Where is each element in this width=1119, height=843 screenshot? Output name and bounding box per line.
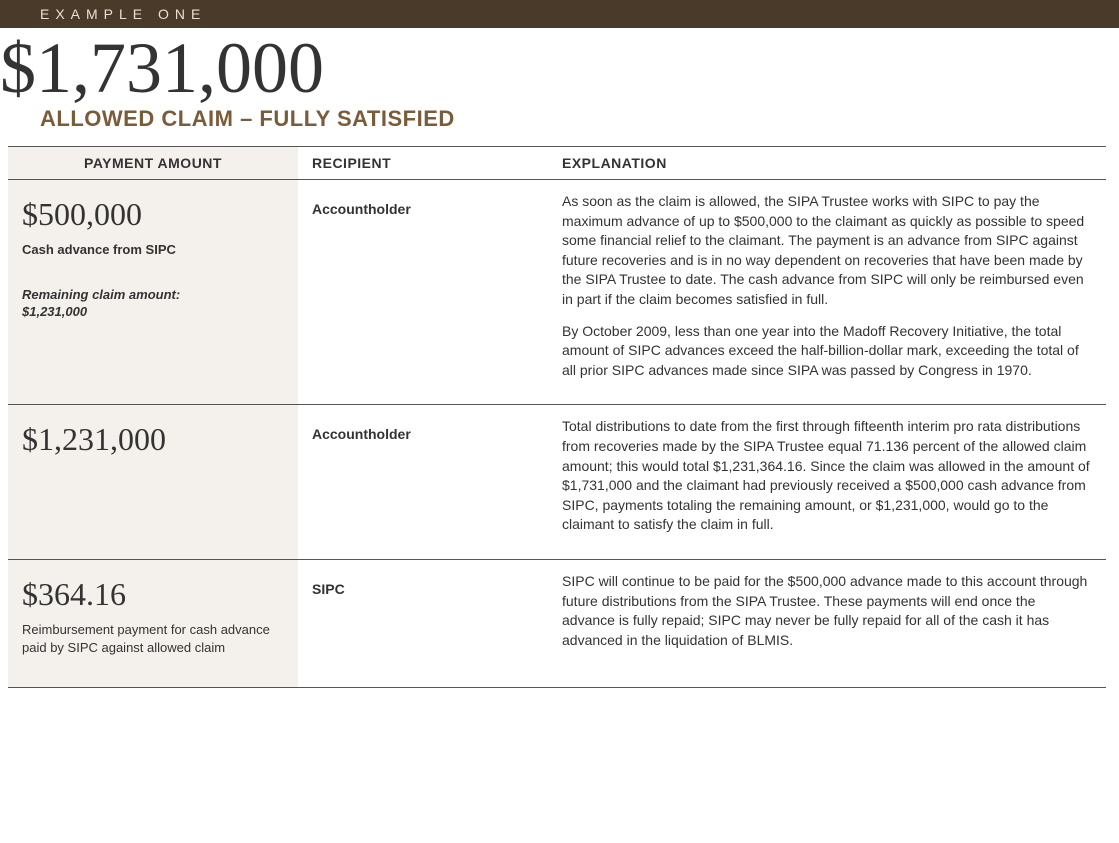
example-header-bar: EXAMPLE ONE [0, 0, 1119, 28]
recipient: Accountholder [312, 417, 534, 445]
col-header-payment-amount: PAYMENT AMOUNT [8, 147, 298, 180]
col-header-recipient: RECIPIENT [298, 147, 548, 180]
explanation-p: SIPC will continue to be paid for the $5… [562, 572, 1092, 650]
payment-amount: $1,231,000 [22, 417, 284, 462]
table-row: $364.16 Reimbursement payment for cash a… [8, 559, 1106, 687]
title-amount: $1,731,000 [0, 32, 1119, 104]
table-header-row: PAYMENT AMOUNT RECIPIENT EXPLANATION [8, 147, 1106, 180]
explanation-p: As soon as the claim is allowed, the SIP… [562, 192, 1092, 310]
title-subtitle: ALLOWED CLAIM – FULLY SATISFIED [0, 106, 1119, 132]
remaining-claim: Remaining claim amount: $1,231,000 [22, 287, 284, 321]
explanation-cell: As soon as the claim is allowed, the SIP… [548, 180, 1106, 405]
explanation-cell: SIPC will continue to be paid for the $5… [548, 559, 1106, 687]
col-header-explanation: EXPLANATION [548, 147, 1106, 180]
payment-amount: $500,000 [22, 192, 284, 237]
table-row: $1,231,000 Accountholder Total distribut… [8, 405, 1106, 560]
payment-amount-sub: Reimbursement payment for cash advance p… [22, 621, 284, 657]
explanation-cell: Total distributions to date from the fir… [548, 405, 1106, 560]
recipient: SIPC [312, 572, 534, 600]
explanation-p: Total distributions to date from the fir… [562, 417, 1092, 535]
table-row: $500,000 Cash advance from SIPC Remainin… [8, 180, 1106, 405]
recipient: Accountholder [312, 192, 534, 220]
remaining-value: $1,231,000 [22, 304, 87, 319]
remaining-label: Remaining claim amount: [22, 287, 180, 302]
explanation-p: By October 2009, less than one year into… [562, 322, 1092, 381]
payment-amount: $364.16 [22, 572, 284, 617]
payment-amount-sub: Cash advance from SIPC [22, 241, 284, 259]
payments-table: PAYMENT AMOUNT RECIPIENT EXPLANATION $50… [8, 146, 1106, 688]
